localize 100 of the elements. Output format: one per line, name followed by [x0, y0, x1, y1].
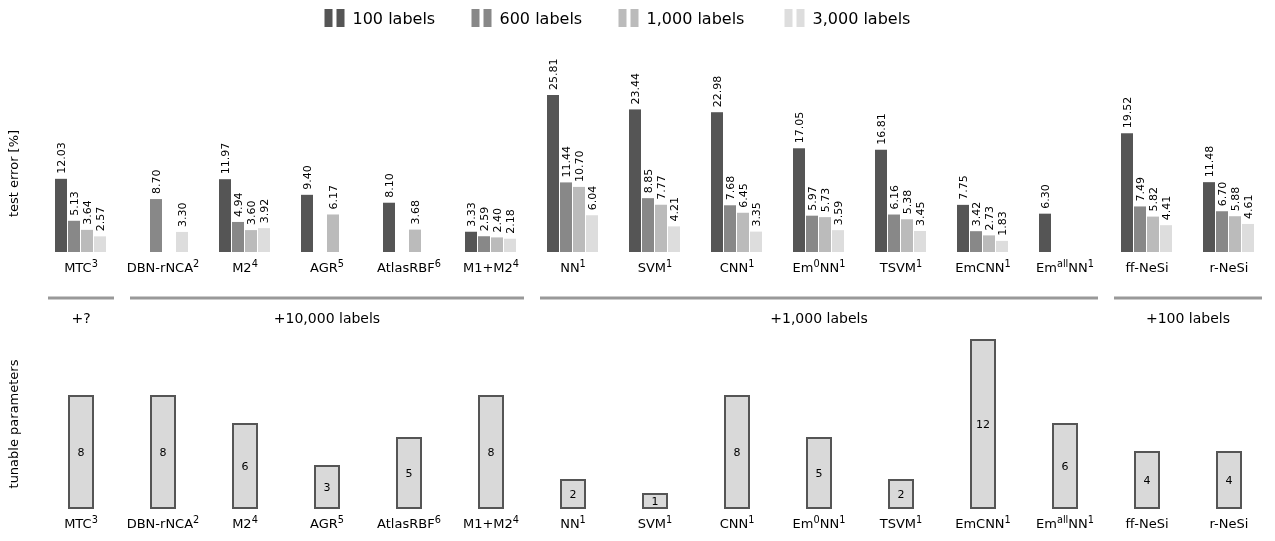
data-label: 5.13 — [67, 191, 81, 216]
x-tick-label: M1+M2$^{4}$ — [462, 257, 520, 275]
x-tick-label: NN$^{1}$ — [560, 257, 586, 275]
bar — [668, 226, 680, 252]
data-label: 3 — [323, 480, 331, 494]
bar — [806, 437, 832, 509]
data-label: 11.44 — [559, 145, 573, 178]
data-label: 6.04 — [585, 185, 599, 211]
data-label: 5.88 — [1228, 186, 1242, 212]
bar — [970, 339, 996, 509]
data-label: 9.40 — [300, 165, 314, 190]
legend-label: 600 labels — [499, 8, 583, 28]
data-label: 5.38 — [900, 189, 914, 215]
x-tick-label: AtlasRBF$^{6}$ — [377, 257, 441, 275]
data-label: 2.18 — [503, 209, 517, 234]
data-label: 8 — [77, 445, 85, 459]
x-tick-label: r-NeSi — [1209, 516, 1249, 531]
text: +? — [71, 310, 91, 326]
x-tick-label: M1+M2$^{4}$ — [462, 513, 520, 531]
x-tick-label: SVM$^{1}$ — [637, 513, 673, 531]
data-label: 3.68 — [408, 200, 422, 225]
x-tick-label: MTC$^{3}$ — [64, 513, 98, 531]
bar — [232, 221, 244, 252]
bar — [55, 178, 67, 252]
x-tick-label: ff-NeSi — [1125, 260, 1169, 275]
legend-label: 3,000 labels — [812, 8, 911, 28]
bar — [888, 214, 900, 252]
bar — [1203, 182, 1215, 252]
bar — [1229, 216, 1241, 252]
bar — [219, 179, 231, 252]
data-label: 6 — [241, 459, 249, 473]
bar — [711, 112, 723, 252]
bar — [793, 148, 805, 252]
data-label: 8 — [733, 445, 741, 459]
bar — [68, 395, 94, 509]
data-label: 4.41 — [1159, 195, 1173, 221]
data-label: 3.45 — [913, 201, 927, 227]
bar — [1160, 225, 1172, 252]
data-label: 5 — [815, 466, 823, 480]
x-tick-label: SVM$^{1}$ — [637, 257, 673, 275]
text: +100 labels — [1145, 310, 1231, 326]
data-label: 8.85 — [641, 168, 655, 194]
data-label: 3.35 — [749, 202, 763, 227]
x-tick-label: Em$^{0}$NN$^{1}$ — [792, 513, 846, 531]
data-label: 3.30 — [175, 202, 189, 227]
x-tick-label: DBN-rNCA$^{2}$ — [126, 513, 200, 531]
data-label: 6.17 — [326, 184, 340, 210]
data-label: 5.97 — [805, 186, 819, 211]
bar — [819, 217, 831, 252]
x-tick-label: EmCNN$^{1}$ — [955, 257, 1011, 275]
bar — [232, 423, 258, 509]
bar — [901, 219, 913, 252]
data-label: 1 — [651, 494, 659, 508]
bar — [1216, 211, 1228, 252]
bar — [832, 230, 844, 252]
bar — [983, 235, 995, 252]
x-tick-label: MTC$^{3}$ — [64, 257, 98, 275]
bar — [150, 199, 162, 252]
data-label: 7.75 — [956, 175, 970, 200]
bar — [1052, 423, 1078, 509]
data-label: 3.64 — [80, 200, 94, 225]
text: +1,000 labels — [770, 310, 868, 326]
legend-label: 100 labels — [352, 8, 436, 28]
data-label: 3.59 — [831, 200, 845, 226]
bar — [970, 231, 982, 252]
data-label: 4.61 — [1241, 194, 1255, 219]
data-label: 5.82 — [1146, 187, 1160, 212]
data-label: 4.94 — [231, 192, 245, 217]
data-label: 2.59 — [477, 206, 491, 232]
y-axis-title: test error [%] — [6, 129, 21, 218]
x-tick-label: TSVM$^{1}$ — [878, 513, 923, 531]
bar — [465, 231, 477, 252]
bar — [1134, 206, 1146, 252]
bar — [68, 220, 80, 252]
x-tick-label: EmCNN$^{1}$ — [955, 513, 1011, 531]
data-label: 3.92 — [257, 198, 271, 224]
data-label: 12.03 — [54, 142, 68, 174]
data-label: 6.45 — [736, 183, 750, 208]
data-label: 4.21 — [667, 196, 681, 222]
data-label: 6.70 — [1215, 181, 1229, 207]
bar — [629, 109, 641, 252]
bar — [996, 240, 1008, 252]
data-label: 3.33 — [464, 202, 478, 227]
bar — [642, 493, 668, 509]
bar — [383, 202, 395, 252]
data-label: 22.98 — [710, 75, 724, 108]
data-label: 6.16 — [887, 185, 901, 210]
bar — [560, 479, 586, 509]
data-label: 2.73 — [982, 205, 996, 231]
bar — [1121, 133, 1133, 252]
bar — [724, 395, 750, 509]
bar — [1039, 213, 1051, 252]
x-tick-label: Em$^{all}$NN$^{1}$ — [1036, 513, 1094, 531]
bar — [586, 215, 598, 252]
data-label: 4 — [1225, 473, 1233, 487]
bar — [478, 395, 504, 509]
x-tick-label: CNN$^{1}$ — [719, 257, 755, 275]
data-label: 6.30 — [1038, 184, 1052, 209]
bar — [750, 231, 762, 252]
data-label: 3.60 — [244, 200, 258, 226]
